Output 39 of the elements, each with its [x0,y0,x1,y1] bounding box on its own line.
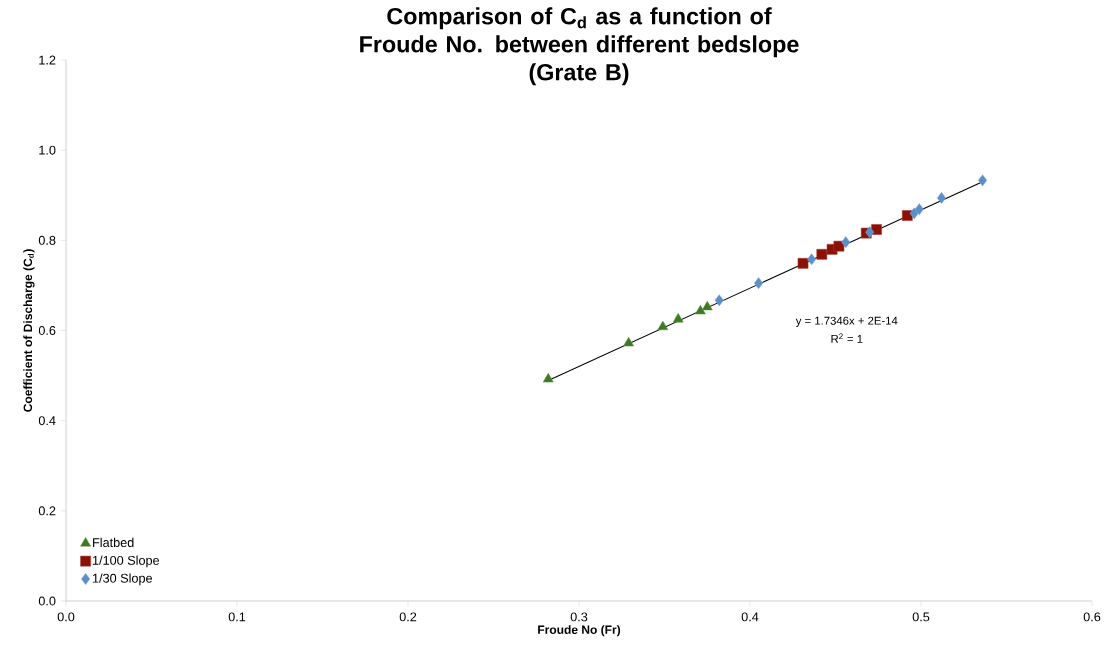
y-tick-label: 1.2 [39,55,56,65]
point [841,236,851,248]
x-tick-label: 0.3 [570,612,588,622]
point [672,313,684,323]
chart-title: Comparison of C$_{d}$ as a function of Froude No. between different bedslope [360,7,799,58]
y-tick-label: 0.2 [38,506,56,516]
point [797,257,809,269]
y-tick-label: 0.0 [38,596,56,606]
annotation: y = 1.7346x + 2E-14 [795,316,898,327]
point [754,277,764,290]
x-tick-label: 0.2 [399,612,417,622]
point [914,203,924,216]
x-axis-title: Froude No (Fr) [538,625,621,637]
y-tick-label: 0.8 [38,235,56,245]
x-tick-label: 0.4 [741,612,759,622]
x-tick-label: 0.0 [57,612,75,622]
point [542,373,554,383]
point [807,253,817,266]
y-tick-label: 0.4 [38,416,56,426]
annotation: R$^{2}$ = 1 [831,333,863,343]
y-tick-label: 1.0 [39,145,56,155]
y-tick-label: 0.6 [38,326,56,335]
point [816,248,828,260]
legend-label: 1/100 Slope [92,555,160,568]
point [833,240,845,252]
chart-subtitle: (Grate B) [529,63,629,86]
point [623,336,634,347]
point [978,174,988,187]
x-tick-label: 0.1 [228,612,246,622]
x-tick-label: 0.5 [912,612,930,622]
y-axis-title: Coefficient of Discharge (C$_{d}$) [23,249,35,412]
point [701,300,713,311]
point [657,320,669,331]
x-tick-label: 0.6 [1083,612,1101,622]
legend-label: Flatbed [93,537,134,548]
point [937,192,946,204]
point [865,226,875,239]
legend-label: 1/30 Slope [92,573,152,586]
point [714,294,724,307]
